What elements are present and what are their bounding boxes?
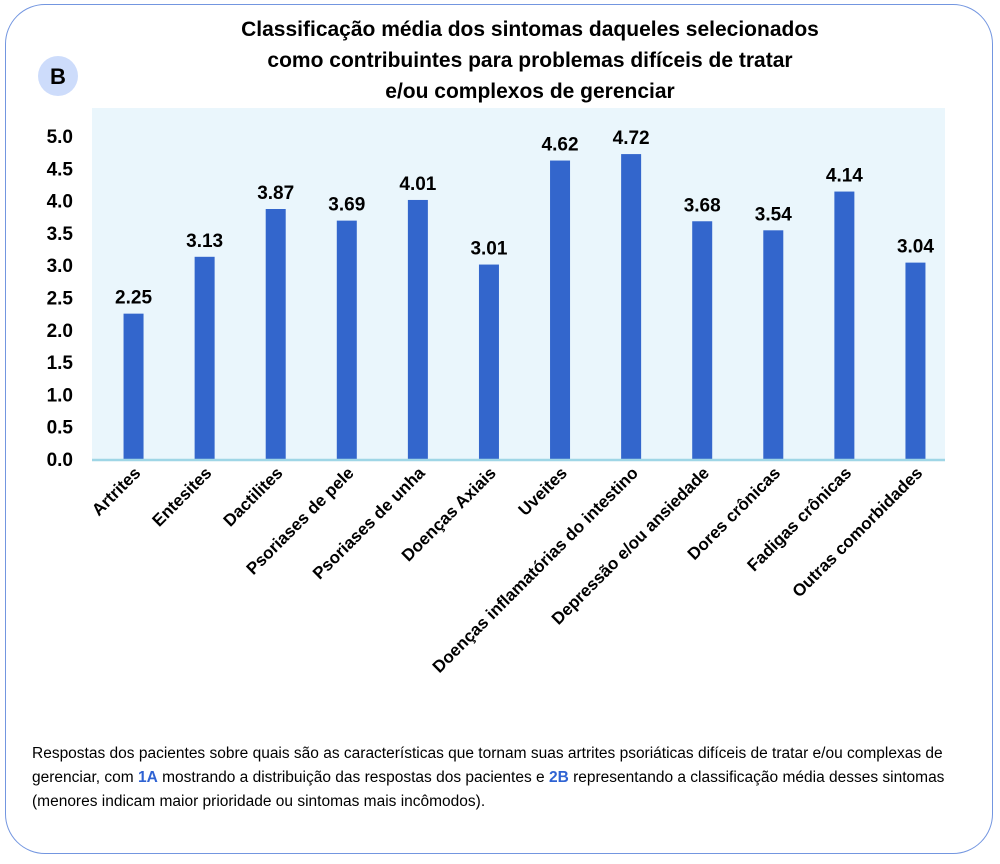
x-tick-label: Dactilites — [220, 463, 287, 530]
y-tick-label: 0.0 — [47, 450, 73, 471]
caption-text: representando a classificação média dess… — [32, 769, 945, 810]
y-tick-label: 4.0 — [47, 192, 73, 213]
data-label: 3.69 — [328, 195, 365, 216]
title-line: Classificação média dos sintomas daquele… — [241, 18, 819, 41]
data-label: 4.62 — [542, 135, 579, 156]
panel-badge: B — [38, 56, 78, 96]
bar — [265, 208, 286, 459]
y-tick-label: 5.0 — [47, 127, 73, 148]
y-tick-label: 3.0 — [47, 256, 73, 277]
bar — [834, 191, 855, 459]
y-tick-label: 3.5 — [47, 224, 74, 245]
caption-text: mostrando a distribuição das respostas d… — [157, 769, 549, 786]
plot-area — [92, 108, 945, 459]
bar — [336, 220, 357, 459]
x-tick-label: Artrites — [88, 463, 144, 519]
bar — [478, 264, 499, 459]
y-tick-label: 4.5 — [47, 159, 74, 180]
x-tick-label: Outras comorbidades — [789, 463, 927, 601]
data-label: 3.68 — [684, 195, 721, 216]
bar-chart: 0.0 0.5 1.0 1.5 2.0 2.5 3.0 3.5 4.0 4.5 5.0 2.25 Art… — [47, 108, 945, 677]
bar — [550, 160, 571, 459]
bar — [692, 221, 713, 459]
bar — [123, 313, 144, 459]
y-tick-label: 2.0 — [47, 321, 73, 342]
caption-text: Respostas dos pacientes sobre quais são … — [32, 745, 943, 786]
y-tick-label: 1.0 — [47, 385, 73, 406]
data-label: 4.72 — [613, 128, 650, 149]
data-label: 3.04 — [897, 237, 934, 258]
title-line: e/ou complexos de gerenciar — [385, 80, 675, 103]
data-label: 2.25 — [115, 288, 152, 309]
data-label: 3.54 — [755, 204, 792, 225]
bar — [194, 256, 215, 459]
data-label: 3.13 — [186, 231, 223, 252]
y-tick-label: 2.5 — [47, 289, 74, 310]
data-label: 4.01 — [399, 174, 436, 195]
chart-title: Classificação média dos sintomas daquele… — [180, 14, 880, 107]
y-tick-label: 1.5 — [47, 353, 74, 374]
x-tick-label: Entesites — [149, 463, 216, 530]
bar — [407, 199, 428, 460]
y-tick-label: 0.5 — [47, 418, 74, 439]
data-label: 4.14 — [826, 166, 863, 187]
bar — [763, 230, 784, 459]
x-tick-label: Uveites — [515, 463, 571, 519]
data-label: 3.01 — [470, 239, 507, 260]
figure-ref-2b: 2B — [548, 769, 569, 786]
caption: Respostas dos pacientes sobre quais são … — [32, 742, 972, 814]
title-line: como contribuintes para problemas difíce… — [267, 49, 793, 72]
figure-ref-1a: 1A — [137, 769, 158, 786]
bar — [621, 154, 642, 459]
bar — [905, 262, 926, 459]
data-label: 3.87 — [257, 183, 294, 204]
